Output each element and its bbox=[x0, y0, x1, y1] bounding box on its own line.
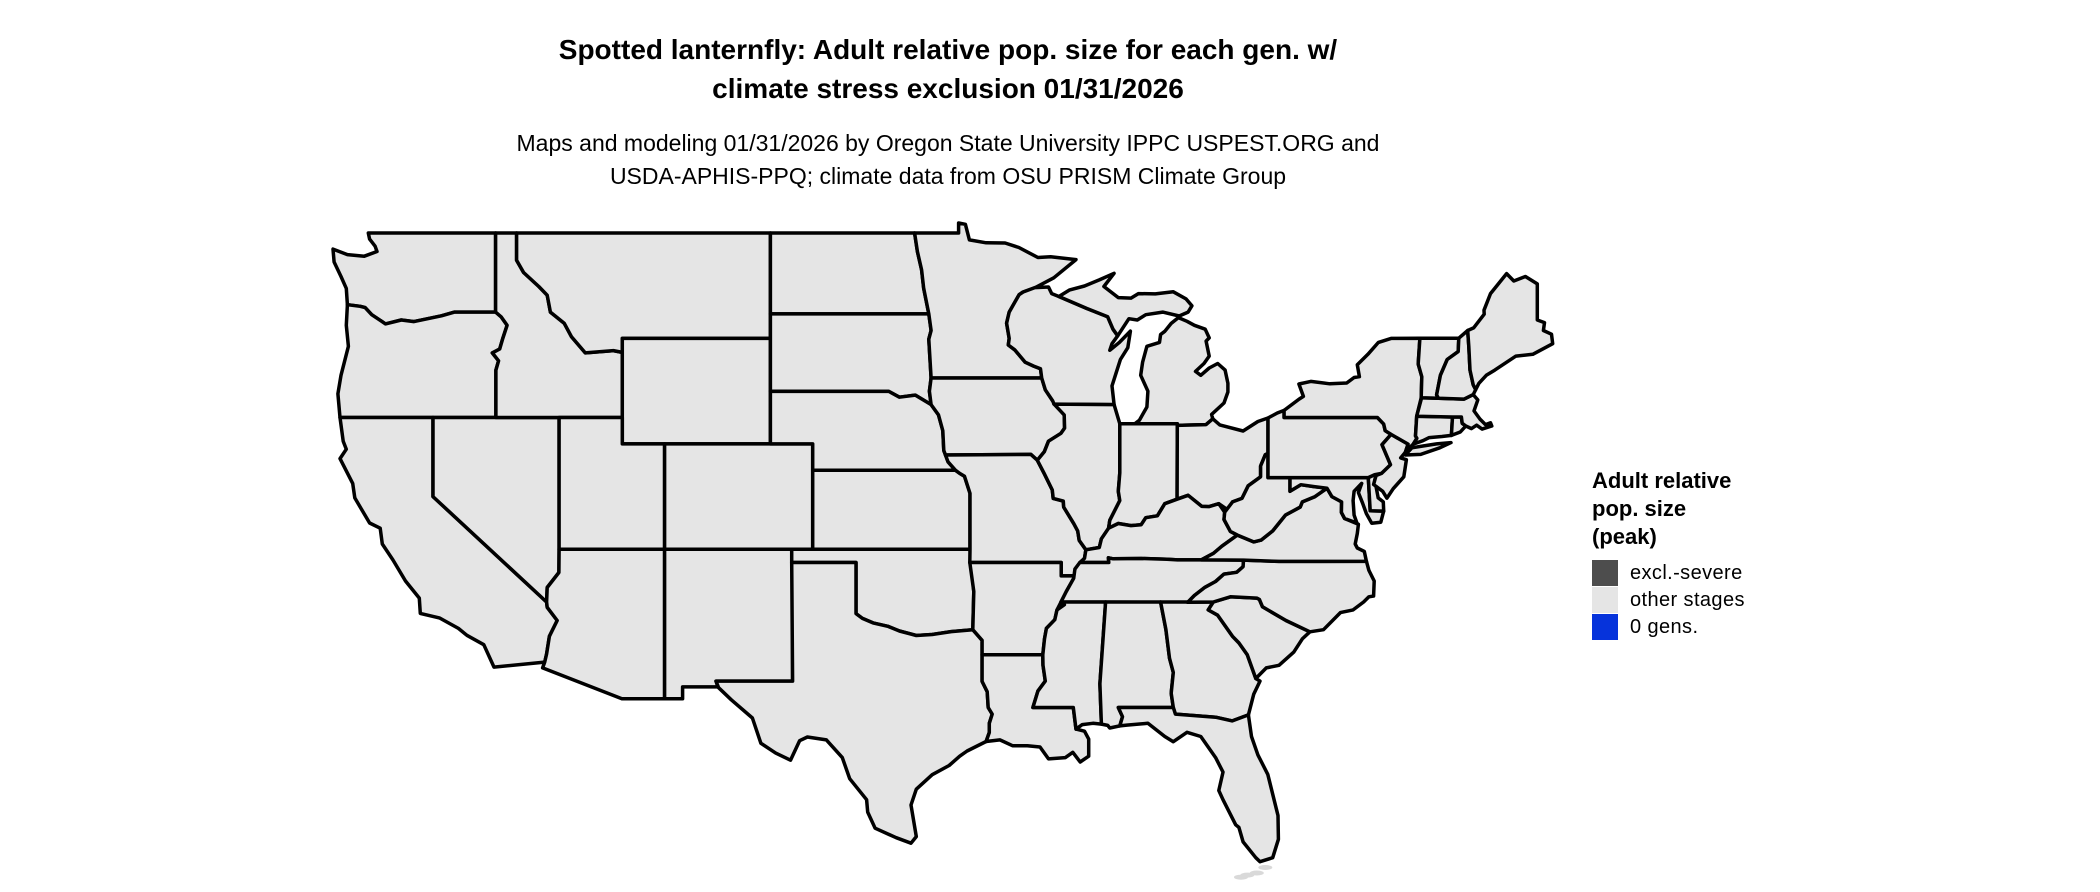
state-mi_lp bbox=[1133, 315, 1230, 428]
state-ny_li bbox=[1403, 440, 1453, 457]
figure-title-line1: Spotted lanternfly: Adult relative pop. … bbox=[558, 34, 1338, 65]
map-legend: Adult relative pop. size (peak) excl.-se… bbox=[1592, 467, 1952, 641]
legend-item: excl.-severe bbox=[1592, 560, 1952, 586]
florida-keys-island bbox=[1249, 870, 1264, 876]
legend-swatch bbox=[1592, 560, 1618, 586]
state-or bbox=[336, 302, 509, 420]
legend-label: other stages bbox=[1630, 588, 1745, 611]
state-ks bbox=[810, 468, 972, 552]
legend-title-line3: (peak) bbox=[1592, 524, 1657, 549]
state-wy bbox=[620, 336, 773, 446]
state-nj bbox=[1371, 432, 1410, 500]
figure-title-line2: climate stress exclusion 01/31/2026 bbox=[712, 73, 1184, 104]
state-me bbox=[1465, 271, 1555, 392]
state-mi_up bbox=[1057, 271, 1194, 338]
state-tx bbox=[714, 560, 994, 845]
figure-subtitle-line2: USDA-APHIS-PPQ; climate data from OSU PR… bbox=[609, 163, 1287, 189]
legend-item: other stages bbox=[1592, 587, 1952, 613]
state-fl bbox=[1116, 705, 1281, 864]
legend-swatch bbox=[1592, 614, 1618, 640]
florida-keys-island bbox=[1258, 865, 1273, 870]
legend-items: excl.-severe other stages 0 gens. bbox=[1592, 560, 1952, 640]
figure-subtitle: Maps and modeling 01/31/2026 by Oregon S… bbox=[148, 127, 1748, 193]
state-ct bbox=[1411, 414, 1455, 446]
legend-label: 0 gens. bbox=[1630, 615, 1699, 638]
legend-title-line2: pop. size bbox=[1592, 496, 1687, 521]
legend-title-line1: Adult relative bbox=[1592, 468, 1732, 493]
state-nm bbox=[662, 547, 795, 701]
legend-item: 0 gens. bbox=[1592, 614, 1952, 640]
state-md bbox=[1288, 475, 1386, 525]
state-az bbox=[540, 547, 667, 701]
state-nc bbox=[1185, 558, 1376, 634]
legend-swatch bbox=[1592, 587, 1618, 613]
legend-label: excl.-severe bbox=[1630, 561, 1743, 584]
figure-title: Spotted lanternfly: Adult relative pop. … bbox=[148, 30, 1748, 108]
figure-subtitle-line1: Maps and modeling 01/31/2026 by Oregon S… bbox=[516, 130, 1380, 156]
state-co bbox=[662, 442, 815, 552]
state-nd bbox=[768, 231, 931, 316]
state-pa bbox=[1266, 408, 1393, 480]
